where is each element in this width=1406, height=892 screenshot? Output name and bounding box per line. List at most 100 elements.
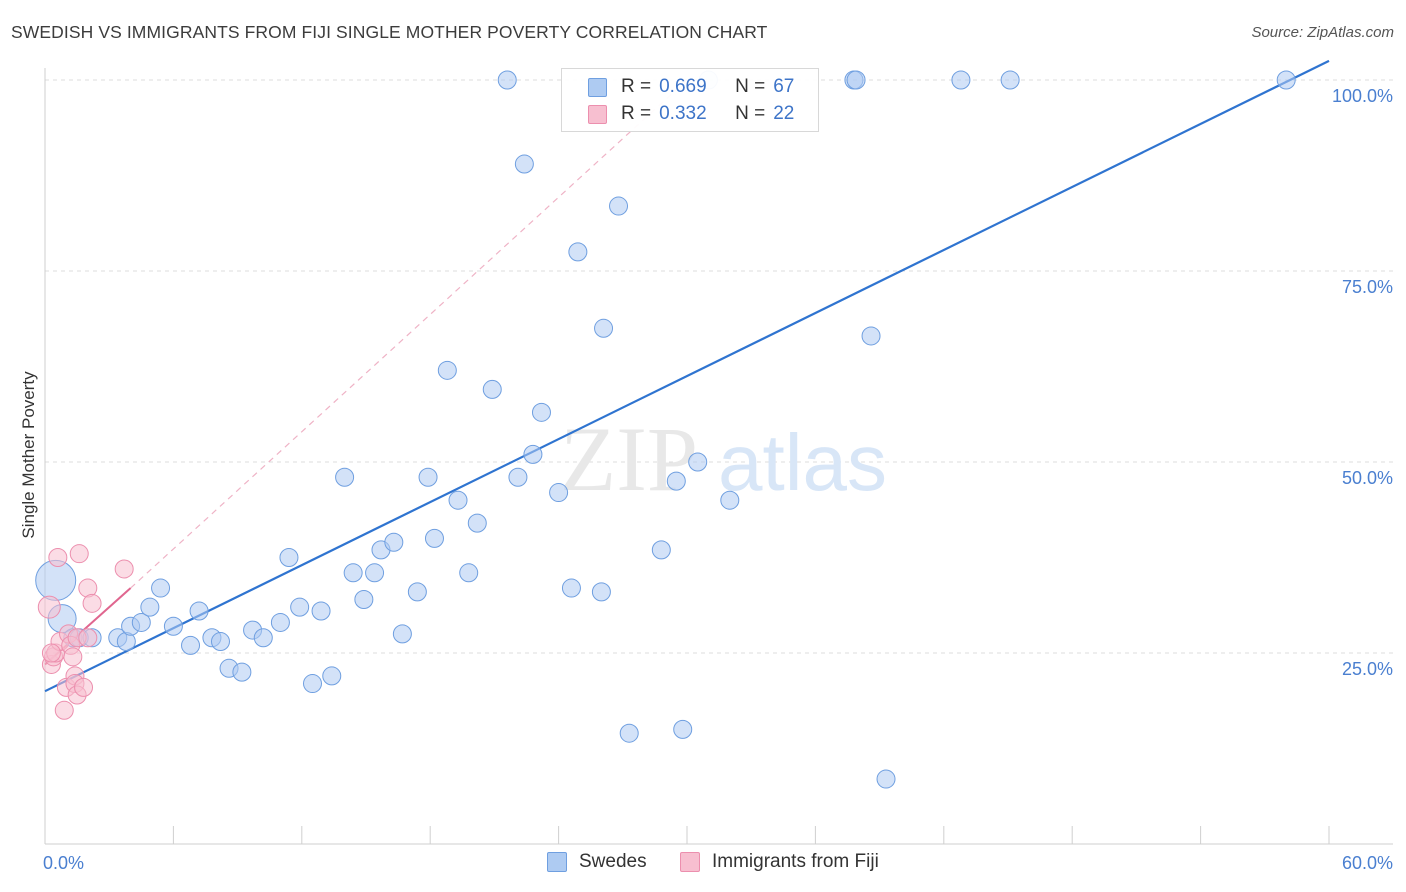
source-label: Source: ZipAtlas.com: [1251, 24, 1394, 41]
data-point-swedes: [365, 563, 385, 583]
legend-row-fiji: R = 0.332 N = 22: [588, 102, 794, 126]
y-tick-label: 50.0%: [1342, 468, 1393, 488]
data-point-swedes: [354, 590, 374, 610]
data-point-fiji: [54, 700, 74, 720]
data-point-swedes: [232, 662, 252, 682]
data-points: [35, 70, 1296, 789]
data-point-swedes: [424, 528, 444, 548]
data-point-fiji: [69, 544, 89, 564]
legend-n-label: N =: [735, 103, 766, 124]
x-tick-label-min: 0.0%: [43, 853, 84, 873]
data-point-swedes: [651, 540, 671, 560]
data-point-swedes: [531, 402, 551, 422]
data-point-fiji: [114, 559, 134, 579]
series-legend-swedes: Swedes: [547, 851, 647, 873]
data-point-swedes: [619, 723, 639, 743]
data-point-swedes: [437, 360, 457, 380]
data-point-swedes: [151, 578, 171, 598]
data-point-swedes: [467, 513, 487, 533]
watermark-zip: ZIP: [560, 408, 698, 510]
y-tick-label: 25.0%: [1342, 659, 1393, 679]
series-label-swedes: Swedes: [579, 851, 647, 872]
data-point-swedes: [343, 563, 363, 583]
data-point-swedes: [335, 467, 355, 487]
data-point-swedes: [384, 532, 404, 552]
series-swatch-fiji: [680, 852, 700, 872]
data-point-swedes: [549, 483, 569, 503]
data-point-swedes: [673, 719, 693, 739]
data-point-swedes: [418, 467, 438, 487]
data-point-swedes: [523, 444, 543, 464]
x-tick-label-max: 60.0%: [1342, 853, 1393, 873]
data-point-fiji: [74, 677, 94, 697]
data-point-swedes: [189, 601, 209, 621]
data-point-swedes: [1000, 70, 1020, 90]
legend-r-value-fiji: 0.332: [659, 103, 707, 124]
legend-r-label: R =: [621, 76, 652, 97]
data-point-swedes: [482, 379, 502, 399]
data-point-swedes: [561, 578, 581, 598]
data-point-swedes: [594, 318, 614, 338]
data-point-swedes: [392, 624, 412, 644]
data-point-swedes: [210, 632, 230, 652]
data-point-swedes: [568, 242, 588, 262]
data-point-swedes: [140, 597, 160, 617]
data-point-swedes: [861, 326, 881, 346]
data-point-fiji: [82, 593, 102, 613]
legend-r-value-swedes: 0.669: [659, 76, 707, 97]
chart-title: SWEDISH VS IMMIGRANTS FROM FIJI SINGLE M…: [11, 22, 768, 42]
legend-swatch-swedes: [588, 77, 607, 97]
legend-n-value-swedes: 67: [773, 76, 795, 97]
trend-line-swedes: [44, 59, 1330, 693]
data-point-fiji: [37, 595, 61, 619]
data-point-fiji: [48, 548, 68, 567]
data-point-swedes: [303, 674, 322, 694]
axes: [44, 68, 1393, 845]
data-point-fiji: [41, 643, 61, 663]
y-tick-labels: 25.0% 50.0% 75.0% 100.0%: [1332, 86, 1393, 679]
data-point-swedes: [131, 612, 151, 632]
series-swatch-swedes: [547, 852, 567, 872]
data-point-swedes: [846, 70, 866, 90]
data-point-fiji: [63, 647, 83, 667]
series-legend-fiji: Immigrants from Fiji: [680, 851, 879, 873]
data-point-swedes: [253, 628, 273, 648]
data-point-swedes: [322, 666, 342, 686]
data-point-swedes: [448, 490, 468, 510]
data-point-swedes: [311, 601, 331, 621]
series-label-fiji: Immigrants from Fiji: [712, 851, 879, 872]
data-point-swedes: [591, 582, 611, 602]
data-point-swedes: [951, 70, 971, 90]
series-legend: Swedes Immigrants from Fiji: [0, 851, 1406, 877]
data-point-swedes: [163, 616, 183, 636]
trend-line-fiji-extension: [130, 79, 688, 589]
legend-n-label: N =: [735, 76, 766, 97]
data-point-swedes: [720, 490, 740, 510]
data-point-swedes: [290, 597, 310, 617]
data-point-swedes: [279, 548, 299, 567]
legend-n-value-fiji: 22: [773, 103, 795, 124]
watermark: ZIP atlas: [560, 408, 887, 510]
y-tick-label: 75.0%: [1342, 277, 1393, 297]
y-axis-title: Single Mother Poverty: [19, 371, 38, 539]
data-point-swedes: [609, 196, 629, 216]
data-point-fiji: [78, 628, 98, 648]
legend-swatch-fiji: [588, 104, 607, 124]
data-point-swedes: [497, 70, 517, 90]
data-point-swedes: [666, 471, 686, 491]
trend-lines: [44, 59, 1330, 693]
data-point-swedes: [688, 452, 708, 472]
watermark-atlas: atlas: [718, 418, 887, 507]
gridlines: [45, 79, 1393, 654]
data-point-swedes: [1276, 70, 1296, 90]
y-tick-label: 100.0%: [1332, 86, 1393, 106]
legend-r-label: R =: [621, 103, 652, 124]
correlation-legend: R = 0.669 N = 67 R = 0.332 N = 22: [561, 68, 819, 132]
data-point-swedes: [876, 769, 896, 789]
data-point-swedes: [270, 612, 290, 632]
data-point-swedes: [508, 467, 528, 487]
legend-row-swedes: R = 0.669 N = 67: [588, 75, 794, 99]
data-point-swedes: [514, 154, 534, 174]
data-point-swedes: [407, 582, 427, 602]
